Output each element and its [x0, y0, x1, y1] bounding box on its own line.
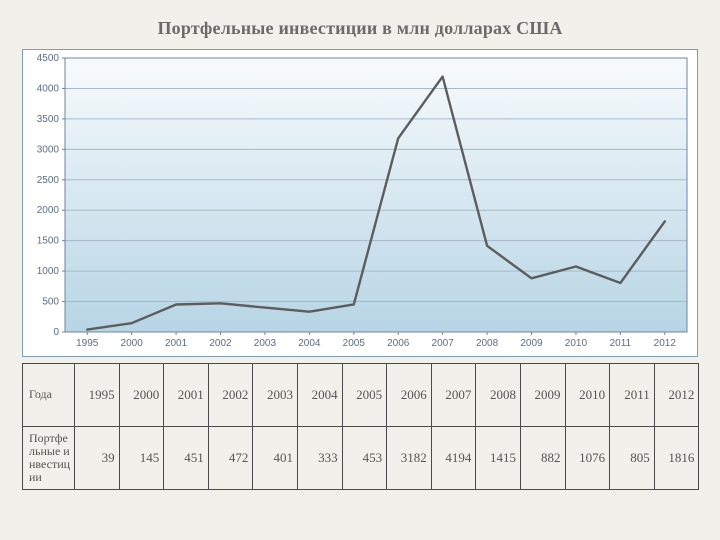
- svg-text:2003: 2003: [254, 338, 277, 349]
- table-cell: 2005: [342, 364, 387, 427]
- table-cell: 2004: [297, 364, 342, 427]
- table-cell: 2002: [208, 364, 253, 427]
- table-cell: 4194: [431, 427, 476, 490]
- data-table: Года199520002001200220032004200520062007…: [22, 363, 699, 490]
- table-cell: 805: [610, 427, 655, 490]
- table-cell: 2007: [431, 364, 476, 427]
- svg-text:2002: 2002: [209, 338, 232, 349]
- svg-text:2000: 2000: [121, 338, 144, 349]
- svg-text:4000: 4000: [37, 83, 60, 94]
- table-cell: 451: [164, 427, 209, 490]
- svg-text:4500: 4500: [37, 53, 60, 64]
- svg-text:2009: 2009: [520, 338, 543, 349]
- line-chart: 0 500 1000 1500 2000 2500 3000 3500 4000 4500 1995…: [23, 50, 697, 356]
- svg-text:2001: 2001: [165, 338, 188, 349]
- table-cell: 39: [75, 427, 120, 490]
- svg-text:2012: 2012: [654, 338, 677, 349]
- table-cell: 2008: [476, 364, 521, 427]
- svg-text:1995: 1995: [76, 338, 99, 349]
- svg-text:3500: 3500: [37, 114, 60, 125]
- table-cell: 2012: [654, 364, 699, 427]
- table-cell: 1816: [654, 427, 699, 490]
- svg-text:2004: 2004: [298, 338, 321, 349]
- table-cell: 333: [297, 427, 342, 490]
- svg-text:2007: 2007: [432, 338, 455, 349]
- table-cell: 2009: [520, 364, 565, 427]
- row-label: Года: [23, 364, 75, 427]
- svg-text:2500: 2500: [37, 175, 60, 186]
- row-label: Портфельные инвестиции: [23, 427, 75, 490]
- svg-text:2006: 2006: [387, 338, 410, 349]
- svg-text:2011: 2011: [610, 338, 632, 349]
- table-row: Портфельные инвестиции391454514724013334…: [23, 427, 699, 490]
- table-cell: 882: [520, 427, 565, 490]
- table-row: Года199520002001200220032004200520062007…: [23, 364, 699, 427]
- table-cell: 401: [253, 427, 298, 490]
- table-cell: 472: [208, 427, 253, 490]
- page: Портфельные инвестиции в млн долларах СШ…: [0, 0, 720, 540]
- table-cell: 2001: [164, 364, 209, 427]
- svg-text:1500: 1500: [37, 236, 60, 247]
- chart-title: Портфельные инвестиции в млн долларах СШ…: [22, 18, 698, 39]
- svg-text:2008: 2008: [476, 338, 499, 349]
- table-cell: 2010: [565, 364, 610, 427]
- table-cell: 2003: [253, 364, 298, 427]
- table-cell: 2011: [610, 364, 655, 427]
- table-cell: 3182: [387, 427, 432, 490]
- table-cell: 453: [342, 427, 387, 490]
- svg-text:3000: 3000: [37, 144, 60, 155]
- svg-text:500: 500: [42, 297, 59, 308]
- svg-text:2010: 2010: [565, 338, 588, 349]
- svg-text:2000: 2000: [37, 205, 60, 216]
- table-cell: 2006: [387, 364, 432, 427]
- table-cell: 1076: [565, 427, 610, 490]
- svg-text:2005: 2005: [343, 338, 366, 349]
- svg-text:0: 0: [53, 327, 59, 338]
- table-cell: 2000: [119, 364, 164, 427]
- svg-text:1000: 1000: [37, 266, 60, 277]
- table-cell: 145: [119, 427, 164, 490]
- table-cell: 1995: [75, 364, 120, 427]
- chart-container: 0 500 1000 1500 2000 2500 3000 3500 4000 4500 1995…: [22, 49, 698, 357]
- table-cell: 1415: [476, 427, 521, 490]
